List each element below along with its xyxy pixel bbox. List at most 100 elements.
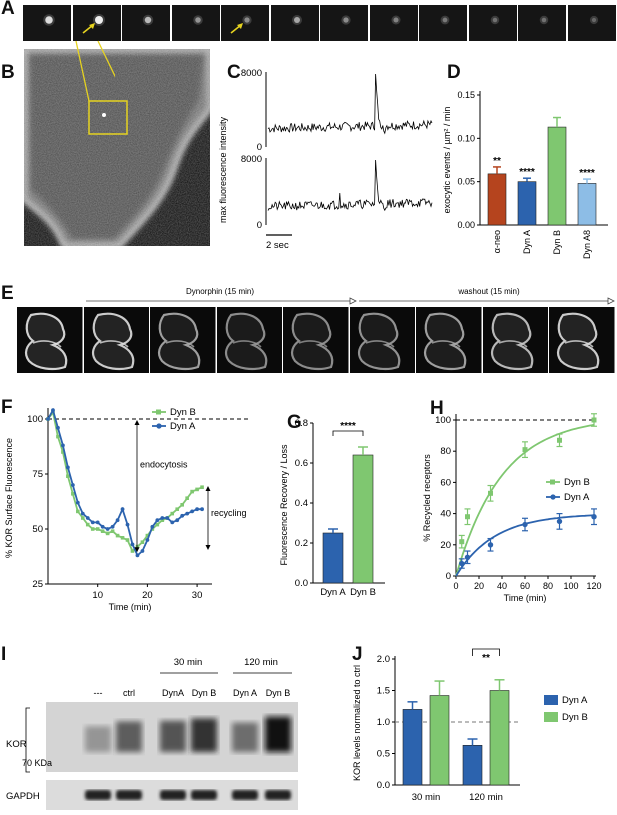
gapdh-band (265, 790, 291, 800)
chart-j-ytick: 0.0 (377, 780, 390, 791)
chart-g-category: Dyn B (350, 587, 376, 598)
chart-h-ytick: 20 (440, 540, 451, 551)
chart-f-xtick: 10 (92, 590, 103, 601)
chart-g-significance: **** (340, 421, 356, 432)
chart-h-xtick: 120 (586, 581, 601, 591)
panel-label-f: F (1, 397, 13, 418)
chart-f-point (75, 500, 80, 505)
chart-f-point (185, 511, 190, 516)
chart-g-ytick: 0.4 (295, 498, 308, 509)
group-120-label: 120 min (244, 657, 278, 668)
chart-j-bar (462, 745, 483, 786)
chart-h-xtick: 40 (497, 581, 507, 591)
chart-d-category: Dyn A8 (582, 230, 592, 259)
washout-label: washout (15 min) (457, 287, 520, 296)
frame-e (17, 307, 83, 373)
chart-j-ytick: 0.5 (377, 749, 390, 760)
chart-f-ytick: 50 (32, 524, 43, 535)
chart-c: max fluorescence intensity 8000 0 8000 0… (218, 68, 433, 251)
chart-j-significance: ** (482, 653, 490, 664)
chart-d-significance: ** (493, 156, 501, 167)
chart-j-bar (402, 709, 423, 786)
kor-band (191, 718, 217, 752)
chart-f-point (145, 538, 150, 542)
chart-h-ytick: 60 (440, 477, 451, 488)
chart-d: exocytic events / µm² / min 0.00 0.05 0.10 0… (442, 90, 608, 259)
panel-label-d: D (447, 62, 461, 83)
chart-h-ytick: 0 (446, 571, 451, 582)
chart-f-point (51, 408, 55, 413)
chart-d-ytick: 0.10 (457, 133, 475, 143)
chart-h-xtick: 100 (563, 581, 578, 591)
chart-d-significance: **** (519, 167, 535, 178)
chart-h-point (591, 514, 597, 520)
chart-j-ytick: 2.0 (377, 654, 390, 665)
chart-j: KOR levels normalized to ctrl 0.0 0.5 1.0 1.… (352, 648, 588, 803)
chart-f-point (125, 538, 130, 542)
timeline-e: Dynorphin (15 min) washout (15 min) (86, 287, 615, 305)
chart-f-ylabel: % KOR Surface Fluorescence (4, 438, 14, 558)
frame-a (72, 5, 121, 41)
chart-f-point (140, 549, 145, 553)
chart-f-xtick: 20 (142, 590, 153, 601)
chart-f-point (135, 544, 140, 549)
chart-h-point (464, 554, 471, 560)
chart-f-point (195, 507, 199, 512)
chart-f-point (115, 518, 120, 523)
chart-j-category: 30 min (412, 792, 441, 803)
chart-f-point (140, 540, 145, 544)
frame-e (83, 307, 149, 373)
chart-f: % KOR Surface Fluorescence 25 50 75 100 10 20 3… (4, 407, 248, 612)
scalebar-label: 2 sec (266, 240, 289, 251)
gapdh-band (85, 790, 111, 800)
lane-label: ctrl (123, 688, 135, 698)
chart-h-legend-label: Dyn B (564, 477, 590, 488)
chart-h-point (522, 447, 528, 453)
chart-f-point (135, 553, 140, 558)
chart-f-point (120, 507, 125, 512)
frame-a (369, 5, 418, 41)
chart-h-point (522, 521, 528, 528)
chart-g: Fluorescence Recovery / Loss 0.0 0.2 0.4 0.6… (279, 418, 385, 598)
micrograph-b-image (24, 49, 210, 246)
chart-f-point (76, 509, 80, 514)
panel-label-h: H (430, 398, 444, 419)
frame-e (349, 307, 415, 373)
chart-f-point (56, 434, 60, 439)
chart-h-point (459, 539, 465, 545)
chart-f-point (200, 507, 204, 512)
chart-c-bottom-tick-high: 8000 (241, 154, 262, 165)
frame-e (549, 307, 615, 373)
kor-band (265, 716, 291, 752)
chart-f-point (90, 520, 95, 525)
frame-e (482, 307, 548, 373)
gapdh-label: GAPDH (6, 791, 40, 802)
kor-bracket (25, 707, 30, 773)
chart-j-legend-swatch (544, 695, 558, 705)
dynorphin-label: Dynorphin (15 min) (186, 287, 254, 296)
chart-f-point (170, 520, 175, 525)
chart-f-legend-label: Dyn A (170, 421, 196, 432)
chart-h-ytick: 40 (440, 509, 451, 520)
chart-j-bar (489, 690, 510, 786)
lane-label: Dyn A (233, 688, 257, 698)
chart-f-point (160, 518, 165, 522)
chart-f-point (165, 516, 170, 520)
lane-label: --- (94, 688, 103, 698)
chart-f-point (56, 425, 60, 430)
chart-g-ytick: 0.0 (295, 578, 308, 589)
chart-f-point (185, 496, 189, 500)
kor-band (116, 721, 142, 752)
chart-j-legend-label: Dyn B (562, 712, 588, 723)
chart-d-significance: **** (579, 168, 595, 179)
chart-g-ytick: 0.8 (295, 418, 308, 429)
chart-d-bar (547, 126, 567, 226)
western-blot-i: --- ctrl DynA Dyn B Dyn A Dyn B 30 min 120 min K… (6, 657, 298, 810)
chart-f-point (66, 474, 70, 478)
chart-f-point (160, 516, 165, 520)
chart-h-point (488, 490, 493, 496)
frame-a (320, 5, 368, 41)
chart-f-point (180, 503, 184, 507)
frame-e (216, 307, 282, 373)
chart-d-ylabel: exocytic events / µm² / min (442, 107, 452, 214)
